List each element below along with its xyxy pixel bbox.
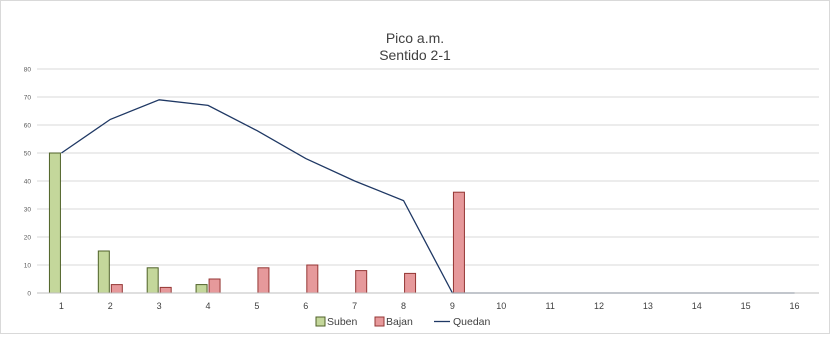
chart-title: Pico a.m.	[386, 30, 444, 46]
legend-swatch-suben	[315, 316, 326, 327]
x-tick-label: 3	[157, 301, 162, 311]
chart-subtitle: Sentido 2-1	[379, 47, 451, 63]
bar-bajan	[306, 264, 319, 294]
y-tick-label: 60	[24, 123, 32, 130]
x-tick-label: 7	[352, 301, 357, 311]
x-tick-label: 6	[303, 301, 308, 311]
x-tick-label: 12	[594, 301, 604, 311]
bar-suben	[195, 284, 208, 294]
x-tick-label: 16	[790, 301, 800, 311]
x-tick-label: 5	[254, 301, 259, 311]
x-tick-label: 11	[546, 301, 555, 311]
y-tick-label: 80	[24, 67, 32, 74]
x-tick-label: 8	[401, 301, 406, 311]
bar-bajan	[159, 286, 172, 294]
y-tick-label: 50	[24, 151, 32, 158]
bar-bajan	[257, 267, 270, 294]
y-tick-label: 0	[27, 291, 31, 298]
bar-suben	[97, 250, 110, 294]
x-tick-label: 1	[59, 301, 64, 311]
x-tick-label: 15	[741, 301, 751, 311]
y-tick-label: 20	[24, 235, 32, 242]
legend-label-bajan: Bajan	[386, 316, 413, 328]
bar-bajan	[452, 191, 465, 294]
legend-swatch-bajan	[374, 316, 385, 327]
y-tick-label: 40	[24, 179, 32, 186]
bar-suben	[146, 267, 159, 294]
legend: Suben Bajan Quedan	[315, 316, 491, 328]
x-tick-label: 9	[450, 301, 455, 311]
bar-bajan	[404, 272, 417, 294]
legend-label-quedan: Quedan	[453, 316, 491, 328]
chart: Pico a.m. Sentido 2-1 0 10 20 30 40 50 60 70 80 1…	[24, 30, 819, 328]
bar-suben	[48, 152, 61, 294]
legend-label-suben: Suben	[327, 316, 358, 328]
x-tick-label: 13	[643, 301, 653, 311]
x-tick-label: 4	[206, 301, 211, 311]
bar-bajan	[110, 284, 123, 294]
x-tick-label: 10	[496, 301, 506, 311]
y-tick-label: 30	[24, 207, 32, 214]
x-tick-label: 2	[108, 301, 113, 311]
line-quedan	[61, 99, 795, 294]
bar-bajan	[355, 270, 368, 294]
y-tick-label: 70	[24, 95, 32, 102]
bar-bajan	[208, 278, 221, 294]
x-tick-label: 14	[692, 301, 702, 311]
y-tick-label: 10	[24, 263, 32, 270]
